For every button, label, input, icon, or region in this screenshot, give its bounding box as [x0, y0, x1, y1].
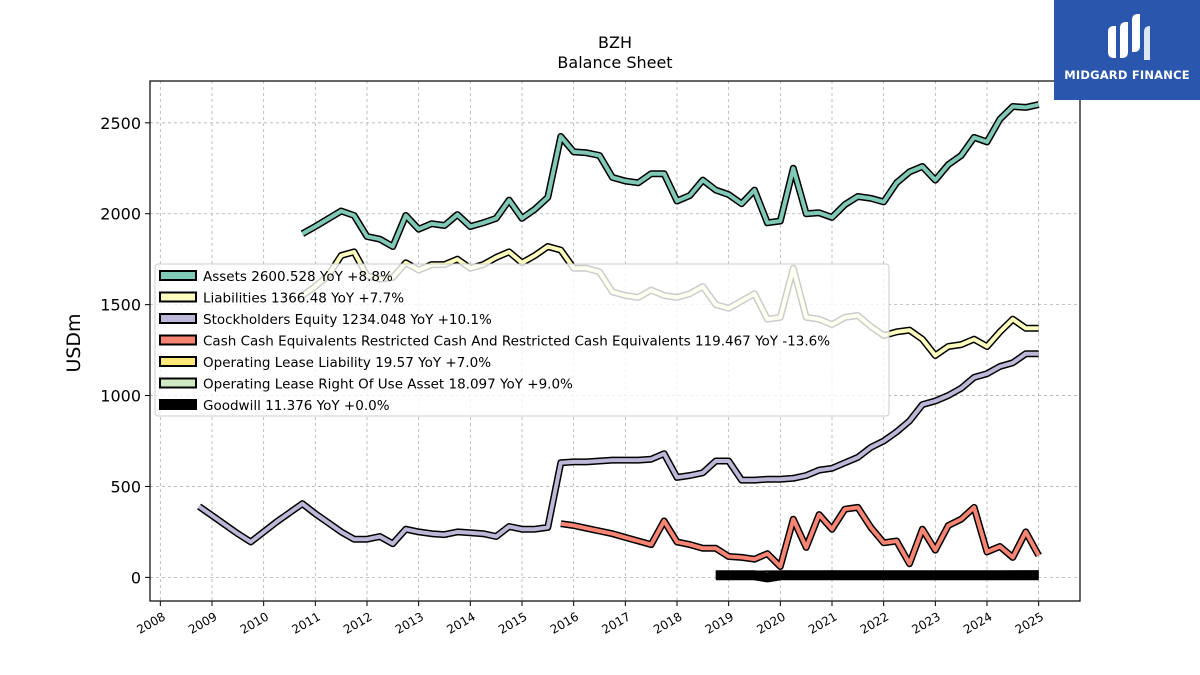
chart-subtitle: Balance Sheet [557, 53, 672, 72]
legend-swatch [159, 334, 197, 346]
legend-label: Cash Cash Equivalents Restricted Cash An… [203, 334, 830, 350]
x-tick-label: 2018 [651, 609, 684, 636]
x-tick-label: 2016 [548, 609, 581, 636]
x-tick-label: 2014 [444, 609, 477, 636]
legend-label: Stockholders Equity 1234.048 YoY +10.1% [203, 312, 492, 328]
x-tick-label: 2017 [599, 609, 632, 636]
chart-title: BZH [598, 33, 632, 52]
legend-label: Goodwill 11.376 YoY +0.0% [203, 398, 390, 414]
midgard-logo-icon [1108, 14, 1150, 60]
x-tick-label: 2021 [806, 609, 839, 636]
legend-item: Assets 2600.528 YoY +8.8% [159, 269, 393, 285]
y-axis: 0 500 1000 1500 2000 2500 [100, 114, 150, 587]
legend-label: Operating Lease Right Of Use Asset 18.09… [203, 377, 573, 393]
x-tick-label: 2025 [1013, 609, 1046, 636]
x-axis: 2008 2009 2010 2011 2012 2013 2014 2015 2016 2017… [134, 601, 1046, 637]
series-line [560, 505, 1041, 569]
midgard-finance-logo: MIDGARD FINANCE [1054, 0, 1200, 100]
y-tick-label: 0 [131, 568, 141, 587]
legend-box [154, 263, 890, 417]
series-3 [560, 503, 1042, 570]
legend-swatch [159, 270, 197, 281]
x-tick-label: 2013 [393, 609, 426, 636]
series-6 [715, 570, 1039, 583]
legend-swatch [159, 399, 197, 410]
y-tick-label: 2000 [100, 205, 141, 224]
x-tick-label: 2022 [858, 609, 891, 636]
x-tick-label: 2023 [909, 609, 942, 636]
legend-item: Cash Cash Equivalents Restricted Cash An… [159, 334, 830, 350]
legend-item: Stockholders Equity 1234.048 YoY +10.1% [159, 312, 492, 328]
y-tick-label: 1000 [100, 387, 141, 406]
legend-label: Operating Lease Liability 19.57 YoY +7.0… [203, 355, 491, 371]
x-tick-label: 2012 [341, 609, 374, 636]
legend: Assets 2600.528 YoY +8.8% Liabilities 136… [154, 263, 890, 417]
x-tick-label: 2019 [703, 609, 736, 636]
series-line [301, 102, 1040, 249]
legend-item: Operating Lease Right Of Use Asset 18.09… [159, 377, 573, 393]
y-tick-label: 1500 [100, 296, 141, 315]
x-tick-label: 2009 [186, 609, 219, 636]
plot-frame [149, 80, 1081, 602]
legend-item: Operating Lease Liability 19.57 YoY +7.0… [159, 355, 491, 371]
legend-label: Liabilities 1366.48 YoY +7.7% [203, 291, 404, 307]
legend-item: Liabilities 1366.48 YoY +7.7% [159, 291, 404, 307]
x-tick-label: 2010 [238, 609, 271, 636]
series-0 [300, 101, 1040, 250]
logo-text: MIDGARD FINANCE [1064, 68, 1190, 82]
x-tick-label: 2015 [496, 609, 529, 636]
series-line [197, 351, 1039, 546]
y-tick-label: 2500 [100, 114, 141, 133]
x-tick-label: 2024 [961, 609, 994, 636]
legend-swatch [159, 291, 197, 303]
legend-swatch [159, 313, 197, 324]
x-tick-label: 2008 [134, 609, 167, 636]
legend-swatch [159, 356, 197, 367]
x-tick-label: 2011 [289, 609, 322, 636]
legend-swatch [159, 377, 197, 389]
y-tick-label: 500 [110, 477, 141, 496]
series-line [715, 570, 1039, 583]
series-2 [197, 350, 1039, 548]
x-tick-label: 2020 [754, 609, 787, 636]
y-axis-label: USDm [63, 313, 85, 372]
legend-label: Assets 2600.528 YoY +8.8% [203, 269, 393, 285]
legend-item: Goodwill 11.376 YoY +0.0% [159, 398, 390, 414]
